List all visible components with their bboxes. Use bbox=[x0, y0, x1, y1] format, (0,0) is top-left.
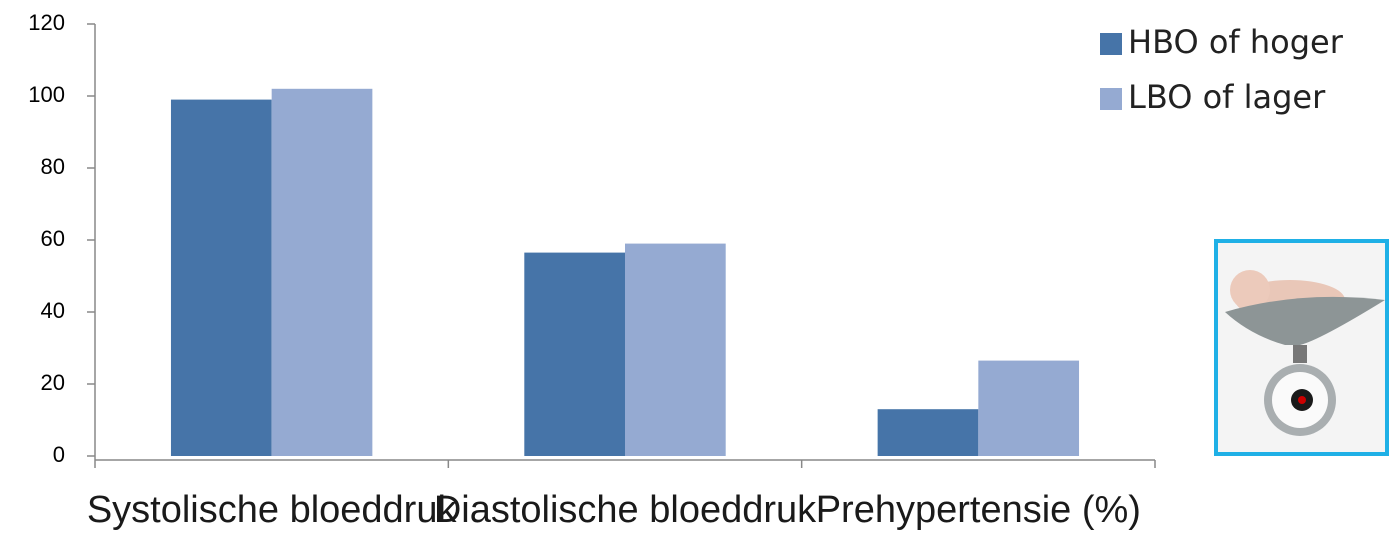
x-tick-label: Diastolische bloeddruk bbox=[434, 489, 817, 531]
photo bbox=[1214, 239, 1389, 456]
y-tick-label: 80 bbox=[41, 154, 65, 179]
y-tick-label: 0 bbox=[53, 442, 65, 467]
y-tick-label: 100 bbox=[28, 82, 65, 107]
legend-swatch bbox=[1100, 33, 1122, 55]
legend-label: HBO of hoger bbox=[1128, 23, 1344, 61]
bar bbox=[625, 243, 726, 456]
bar bbox=[524, 252, 625, 456]
bar bbox=[978, 360, 1080, 456]
legend-label: LBO of lager bbox=[1128, 78, 1326, 116]
bar bbox=[877, 409, 979, 456]
y-tick-label: 20 bbox=[41, 370, 65, 395]
x-tick-label: Prehypertensie (%) bbox=[816, 489, 1141, 531]
legend-swatch bbox=[1100, 88, 1122, 110]
y-tick-label: 60 bbox=[41, 226, 65, 251]
bar bbox=[170, 99, 272, 456]
y-tick-label: 40 bbox=[41, 298, 65, 323]
y-tick-label: 120 bbox=[28, 10, 65, 35]
bar bbox=[271, 88, 373, 457]
x-tick-label: Systolische bloeddruk bbox=[87, 489, 458, 531]
